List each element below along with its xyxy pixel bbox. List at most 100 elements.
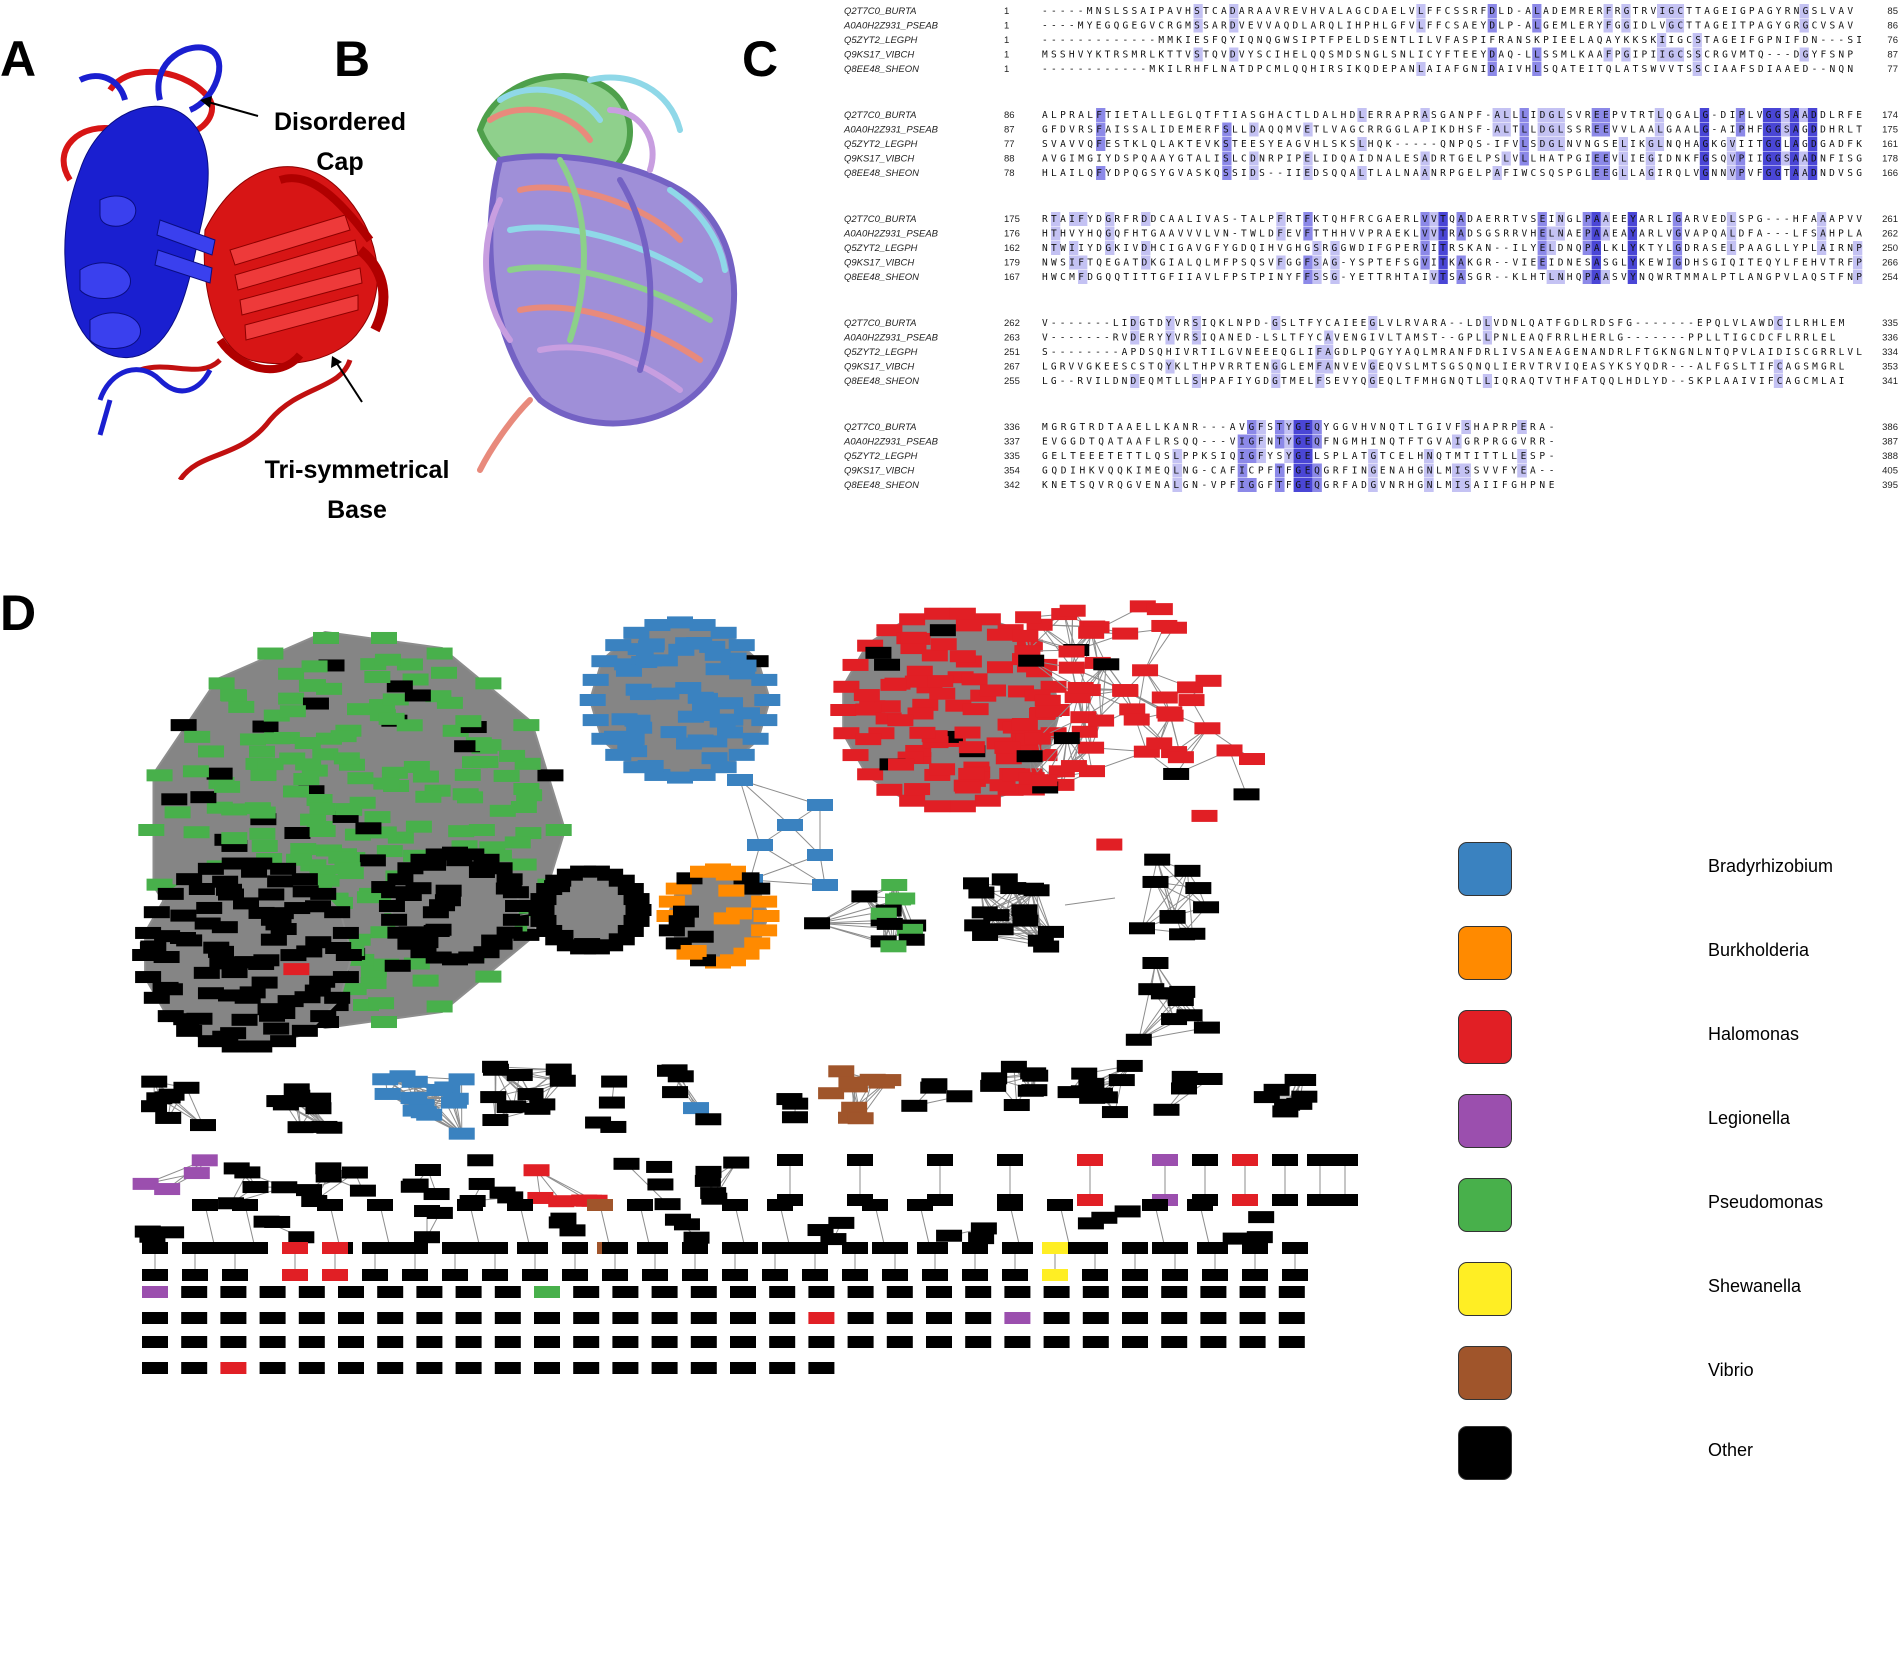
network-node: [808, 1312, 835, 1324]
network-node: [416, 1312, 443, 1324]
network-node: [1114, 1205, 1141, 1218]
network-node: [1011, 904, 1038, 917]
network-node: [141, 1100, 168, 1113]
network-node: [534, 1312, 560, 1324]
network-node: [974, 794, 1001, 807]
network-node: [457, 791, 484, 804]
network-node: [726, 907, 753, 920]
network-node: [475, 970, 502, 983]
network-node: [146, 769, 173, 782]
legend-swatch: [1458, 1178, 1512, 1232]
network-node: [1157, 709, 1184, 722]
network-node: [807, 799, 833, 811]
network-node: [181, 1312, 208, 1324]
network-node: [983, 909, 1010, 922]
conservation-shade: [1621, 47, 1631, 62]
conservation-shade: [1324, 359, 1334, 374]
conservation-shade: [1141, 241, 1151, 255]
network-cluster: [1253, 1073, 1318, 1118]
conservation-shade: [1555, 137, 1565, 151]
network-node: [769, 1362, 796, 1374]
conservation-shade: [1237, 463, 1248, 478]
network-cluster: [1077, 1154, 1103, 1206]
network-node: [1077, 1154, 1103, 1166]
network-node: [298, 679, 325, 692]
conservation-shade: [1645, 137, 1656, 151]
conservation-shade: [1416, 62, 1426, 76]
network-edge: [739, 779, 821, 806]
network-node: [668, 643, 695, 656]
conservation-shade: [1600, 166, 1610, 180]
network-edge: [1100, 664, 1107, 721]
network-node: [710, 761, 737, 774]
sequence-residues: -------------MMKIESFQYIQNQGWSIPTFPELDSEN…: [1042, 35, 1862, 46]
network-cluster: [132, 857, 362, 1053]
network-node: [623, 893, 650, 906]
network-node: [1043, 1286, 1070, 1298]
network-edge: [1141, 870, 1188, 929]
network-node: [293, 773, 320, 786]
network-node: [830, 704, 857, 716]
network-node: [682, 1242, 708, 1254]
sequence-residues: HLAILQFYDPQGSYGVASKQSSIDS--IIEDSQQALTLAL…: [1042, 168, 1862, 179]
conservation-shade: [1603, 18, 1613, 33]
network-node: [370, 631, 397, 644]
network-node: [426, 1000, 453, 1013]
network-node: [377, 1336, 404, 1348]
sequence-name: A0A0H2Z931_PSEAB: [843, 229, 939, 240]
conservation-shade: [1303, 212, 1313, 226]
network-node: [534, 1336, 560, 1348]
network-node: [1239, 1336, 1266, 1348]
network-node: [617, 883, 644, 896]
sequence-start: 342: [1004, 480, 1020, 491]
conservation-shade: [1555, 122, 1565, 137]
conservation-shade: [1546, 270, 1556, 284]
network-node: [1119, 703, 1146, 716]
network-cluster: [1057, 1059, 1143, 1119]
network-cluster: [963, 873, 1064, 953]
conservation-shade: [1537, 212, 1547, 226]
network-node: [694, 1174, 721, 1187]
network-node: [1132, 664, 1159, 677]
network-node: [333, 752, 360, 765]
network-cluster: [962, 1242, 988, 1281]
network-node: [1263, 1083, 1290, 1096]
network-node: [291, 873, 318, 886]
network-cluster: [222, 1242, 248, 1281]
network-node: [667, 771, 693, 784]
conservation-shade: [1672, 212, 1683, 226]
sequence-start: 335: [1004, 451, 1020, 462]
sequence-end: 266: [1882, 258, 1898, 269]
conservation-shade: [1807, 151, 1818, 166]
legend-item: Burkholderia: [1458, 926, 1878, 984]
conservation-shade: [1600, 226, 1610, 241]
alignment-block: Q2T7C0_BURTA 175 RTAIFYDGRFRDDCAALIVAS-TAL…: [843, 212, 1898, 284]
network-cluster: [762, 1242, 788, 1281]
network-node: [1194, 722, 1221, 735]
conservation-shade: [1078, 270, 1088, 284]
network-cluster: [134, 1225, 185, 1243]
network-node: [744, 882, 771, 895]
network-node: [808, 1336, 835, 1348]
network-cluster: [694, 1156, 750, 1205]
conservation-shade: [1315, 345, 1325, 359]
network-node: [1002, 1242, 1028, 1254]
network-node: [489, 804, 516, 817]
conservation-shade: [1438, 241, 1448, 255]
conservation-shade: [1699, 108, 1710, 122]
network-node: [334, 862, 361, 875]
conservation-shade: [1546, 108, 1556, 122]
network-node: [290, 843, 317, 856]
network-node: [1171, 1082, 1198, 1095]
conservation-shade: [1229, 47, 1239, 62]
network-node: [367, 1199, 393, 1211]
conservation-shade: [1172, 449, 1183, 463]
network-node: [1012, 629, 1039, 642]
legend-label: Burkholderia: [1708, 940, 1810, 960]
network-node: [416, 1336, 443, 1348]
network-node: [292, 885, 319, 898]
conservation-shade: [1461, 478, 1471, 492]
network-node: [282, 1269, 308, 1281]
sequence-start: 175: [1004, 214, 1020, 225]
network-node: [186, 1012, 213, 1025]
